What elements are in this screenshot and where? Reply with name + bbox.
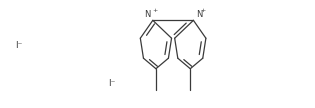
Text: N: N	[196, 10, 202, 19]
Text: +: +	[153, 9, 158, 14]
Text: I⁻: I⁻	[109, 79, 116, 88]
Text: +: +	[200, 9, 205, 14]
Text: N: N	[144, 10, 150, 19]
Text: I⁻: I⁻	[15, 41, 22, 50]
